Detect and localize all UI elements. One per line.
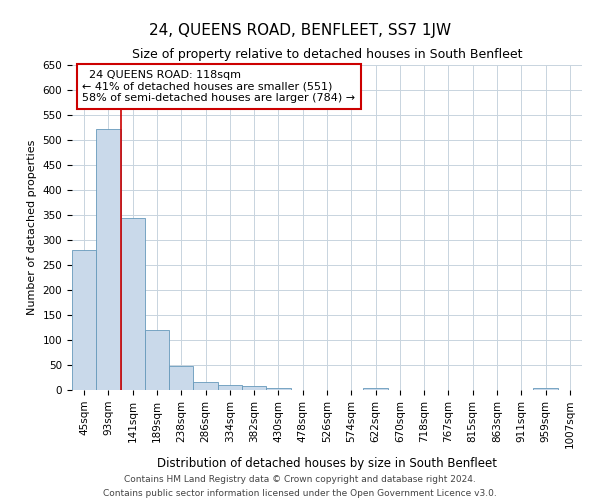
Bar [145, 330, 169, 390]
Bar [266, 388, 290, 390]
Bar [364, 388, 388, 390]
Bar [193, 382, 218, 390]
X-axis label: Distribution of detached houses by size in South Benfleet: Distribution of detached houses by size … [157, 456, 497, 469]
Text: 24, QUEENS ROAD, BENFLEET, SS7 1JW: 24, QUEENS ROAD, BENFLEET, SS7 1JW [149, 22, 451, 38]
Bar [533, 388, 558, 390]
Bar [218, 384, 242, 390]
Title: Size of property relative to detached houses in South Benfleet: Size of property relative to detached ho… [132, 48, 522, 61]
Y-axis label: Number of detached properties: Number of detached properties [27, 140, 37, 315]
Bar [169, 366, 193, 390]
Bar [121, 218, 145, 390]
Text: 24 QUEENS ROAD: 118sqm
← 41% of detached houses are smaller (551)
58% of semi-de: 24 QUEENS ROAD: 118sqm ← 41% of detached… [82, 70, 355, 103]
Bar [242, 386, 266, 390]
Bar [72, 250, 96, 390]
Bar [96, 128, 121, 390]
Text: Contains HM Land Registry data © Crown copyright and database right 2024.
Contai: Contains HM Land Registry data © Crown c… [103, 476, 497, 498]
